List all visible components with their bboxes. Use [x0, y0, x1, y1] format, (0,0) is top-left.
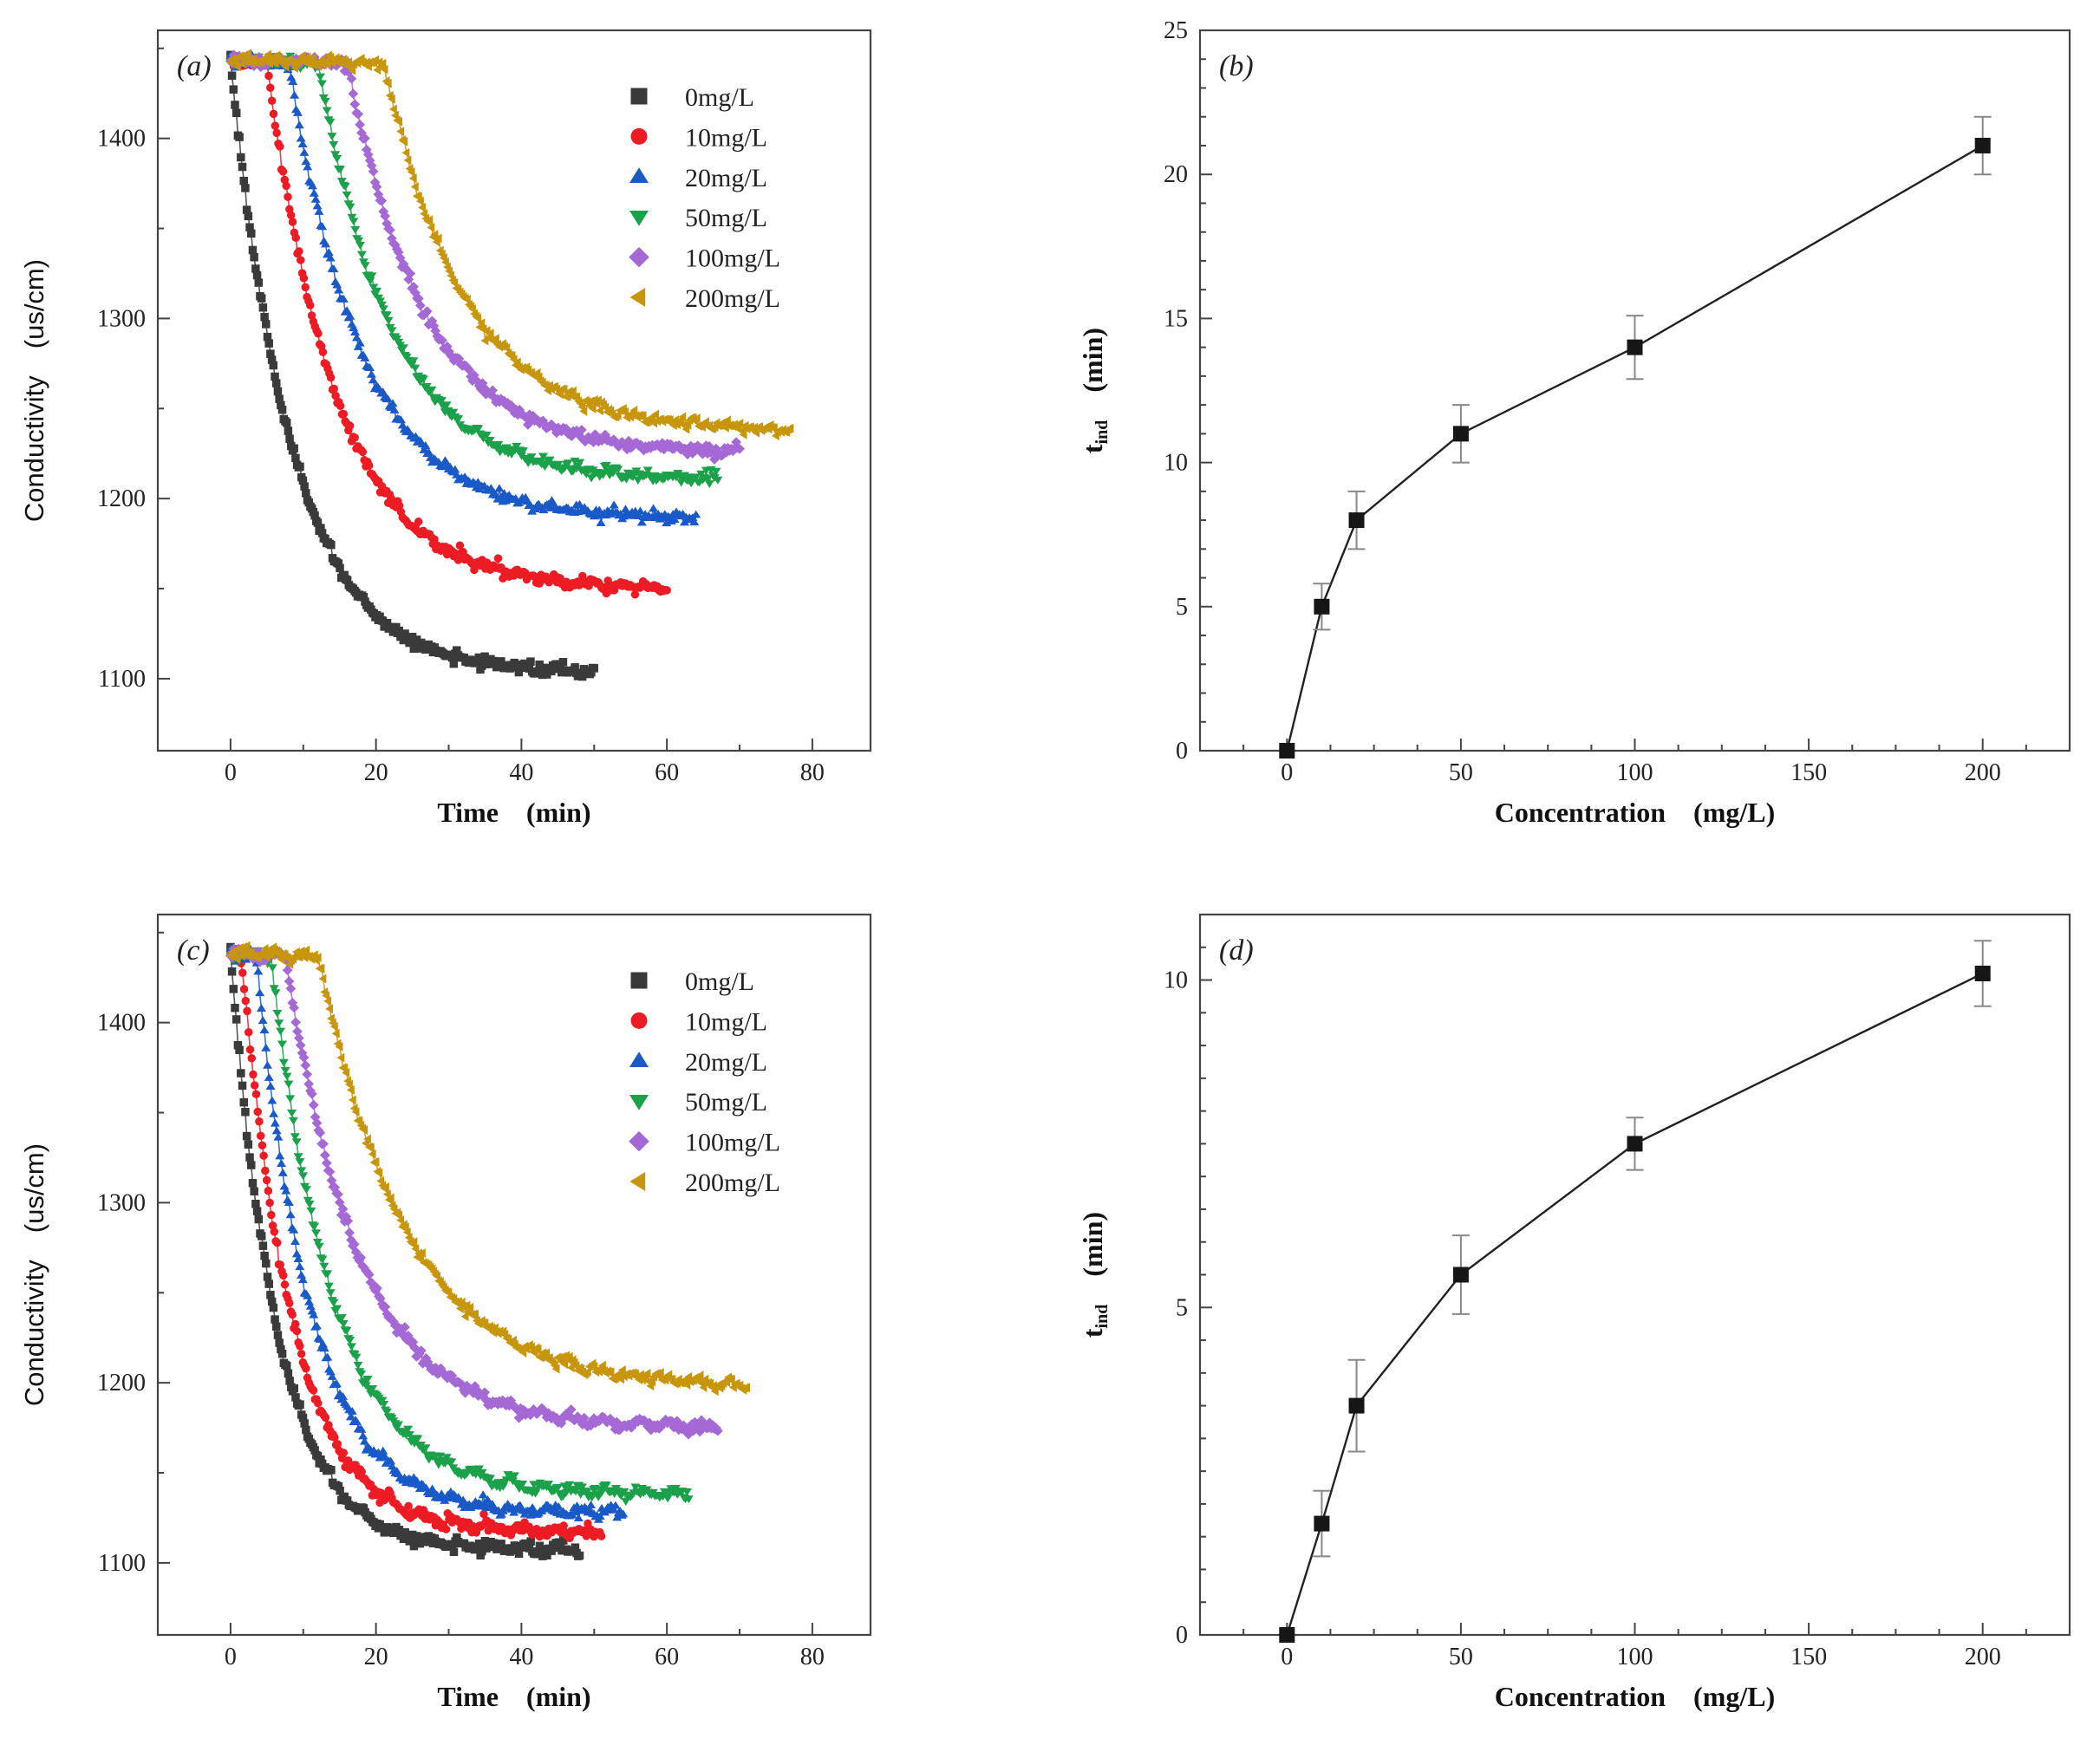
svg-text:200mg/L: 200mg/L: [685, 1169, 780, 1197]
svg-text:200mg/L: 200mg/L: [685, 284, 780, 313]
svg-text:50: 50: [1449, 759, 1473, 786]
svg-text:5: 5: [1176, 594, 1188, 621]
svg-text:0mg/L: 0mg/L: [685, 967, 754, 996]
svg-text:50mg/L: 50mg/L: [685, 204, 767, 232]
svg-text:40: 40: [509, 759, 533, 786]
svg-text:80: 80: [800, 1644, 825, 1670]
svg-text:(c): (c): [177, 934, 210, 967]
svg-text:150: 150: [1790, 759, 1827, 786]
svg-text:50mg/L: 50mg/L: [685, 1088, 767, 1117]
svg-text:0: 0: [225, 1644, 237, 1670]
svg-text:80: 80: [800, 759, 825, 786]
svg-text:1400: 1400: [97, 126, 146, 153]
svg-text:Concentration (mg/L): Concentration (mg/L): [1495, 1681, 1776, 1712]
svg-text:Conductivity (us/cm): Conductivity (us/cm): [19, 259, 49, 522]
svg-text:10mg/L: 10mg/L: [685, 123, 767, 152]
svg-text:1200: 1200: [97, 1370, 146, 1397]
svg-text:100mg/L: 100mg/L: [685, 1129, 780, 1157]
svg-text:1300: 1300: [97, 305, 146, 332]
svg-text:Time (min): Time (min): [437, 1681, 590, 1712]
svg-text:5: 5: [1176, 1294, 1188, 1321]
svg-text:40: 40: [509, 1644, 533, 1670]
svg-text:60: 60: [655, 1644, 679, 1670]
svg-text:Concentration (mg/L): Concentration (mg/L): [1495, 797, 1776, 828]
svg-text:10: 10: [1164, 450, 1188, 477]
svg-text:Conductivity (us/cm): Conductivity (us/cm): [19, 1143, 49, 1406]
svg-text:100: 100: [1617, 1644, 1653, 1670]
svg-text:0: 0: [1176, 1622, 1188, 1649]
svg-text:60: 60: [655, 759, 679, 786]
svg-text:20: 20: [1164, 161, 1188, 188]
svg-text:1100: 1100: [98, 666, 146, 693]
svg-text:1200: 1200: [97, 485, 146, 512]
svg-text:10: 10: [1164, 967, 1188, 994]
svg-text:Time (min): Time (min): [437, 797, 590, 828]
svg-text:25: 25: [1164, 17, 1188, 44]
svg-text:0: 0: [225, 759, 237, 786]
svg-text:100: 100: [1617, 759, 1653, 786]
svg-text:0: 0: [1281, 759, 1293, 786]
svg-text:1400: 1400: [97, 1010, 146, 1037]
svg-text:0mg/L: 0mg/L: [685, 83, 754, 112]
svg-text:15: 15: [1164, 305, 1188, 332]
svg-text:0: 0: [1176, 738, 1188, 765]
svg-text:1100: 1100: [98, 1550, 146, 1577]
svg-text:(b): (b): [1219, 50, 1254, 82]
svg-text:(d): (d): [1219, 934, 1254, 967]
svg-text:100mg/L: 100mg/L: [685, 244, 780, 273]
svg-text:150: 150: [1790, 1644, 1827, 1670]
svg-text:10mg/L: 10mg/L: [685, 1007, 767, 1036]
svg-text:20mg/L: 20mg/L: [685, 164, 767, 192]
svg-text:(a): (a): [177, 50, 212, 82]
svg-text:200: 200: [1965, 759, 2001, 786]
svg-text:50: 50: [1449, 1644, 1473, 1670]
svg-text:1300: 1300: [97, 1189, 146, 1216]
svg-text:20: 20: [364, 1644, 388, 1670]
svg-text:20: 20: [364, 759, 388, 786]
svg-text:0: 0: [1281, 1644, 1293, 1670]
svg-text:20mg/L: 20mg/L: [685, 1048, 767, 1077]
svg-text:200: 200: [1965, 1644, 2001, 1670]
